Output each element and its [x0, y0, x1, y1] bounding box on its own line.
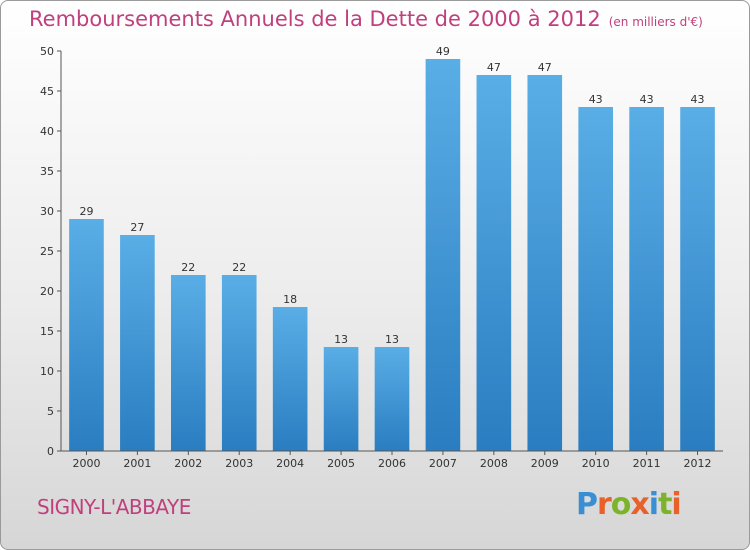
x-tick-label: 2005	[327, 457, 355, 470]
bar	[221, 275, 257, 451]
bar	[578, 107, 614, 451]
logo-letter: o	[610, 487, 632, 522]
logo-letter: i	[671, 487, 681, 522]
bar	[476, 75, 512, 451]
x-tick-label: 2008	[480, 457, 508, 470]
y-tick-label: 35	[40, 165, 54, 178]
x-tick-label: 2003	[225, 457, 253, 470]
bar	[69, 219, 104, 451]
x-tick-label: 2002	[174, 457, 202, 470]
x-tick-label: 2012	[684, 457, 712, 470]
data-label: 43	[640, 93, 654, 106]
logo-letter: t	[658, 487, 672, 522]
bar	[527, 75, 563, 451]
bar	[629, 107, 664, 451]
data-label: 29	[79, 205, 93, 218]
y-tick-label: 30	[40, 205, 54, 218]
data-label: 43	[691, 93, 705, 106]
bar	[323, 347, 359, 451]
chart-title: Remboursements Annuels de la Dette de 20…	[29, 7, 703, 31]
data-label: 22	[232, 261, 246, 274]
x-tick-label: 2011	[633, 457, 661, 470]
chart-title-text: Remboursements Annuels de la Dette de 20…	[29, 7, 601, 31]
data-label: 47	[487, 61, 501, 74]
x-tick-label: 2010	[582, 457, 610, 470]
y-tick-label: 20	[40, 285, 54, 298]
y-tick-label: 0	[47, 445, 54, 458]
logo-letter: x	[630, 487, 649, 522]
y-tick-label: 10	[40, 365, 54, 378]
bar	[120, 235, 155, 451]
x-tick-label: 2006	[378, 457, 406, 470]
x-tick-label: 2000	[72, 457, 100, 470]
bar	[425, 59, 461, 451]
x-tick-label: 2009	[531, 457, 559, 470]
logo-letter: P	[576, 487, 598, 522]
data-label: 49	[436, 45, 450, 58]
logo-letter: i	[648, 487, 659, 522]
data-label: 27	[130, 221, 144, 234]
data-label: 47	[538, 61, 552, 74]
y-tick-label: 25	[40, 245, 54, 258]
bar	[374, 347, 410, 451]
y-tick-label: 5	[47, 405, 54, 418]
axes: 0 5 10 15 20 25 30 35 40 45 50 2000 2001 2002 2003 2004…	[40, 45, 723, 470]
bar-group: 29 27 22 22 18 13 13 49 47 47 43 43 43	[69, 45, 715, 451]
chart-unit-note: (en milliers d'€)	[608, 15, 703, 29]
bar	[680, 107, 715, 451]
data-label: 13	[385, 333, 399, 346]
y-tick-label: 50	[40, 45, 54, 58]
y-tick-label: 15	[40, 325, 54, 338]
data-label: 22	[181, 261, 195, 274]
proxiti-logo: Proxiti	[576, 487, 682, 522]
data-label: 13	[334, 333, 348, 346]
bar	[272, 307, 308, 451]
y-tick-label: 45	[40, 85, 54, 98]
x-tick-label: 2004	[276, 457, 304, 470]
x-tick-label: 2007	[429, 457, 457, 470]
data-label: 18	[283, 293, 297, 306]
y-tick-label: 40	[40, 125, 54, 138]
x-tick-label: 2001	[123, 457, 151, 470]
data-label: 43	[589, 93, 603, 106]
place-name: SIGNY-L'ABBAYE	[37, 495, 191, 519]
logo-letter: r	[597, 487, 612, 522]
bar	[170, 275, 206, 451]
